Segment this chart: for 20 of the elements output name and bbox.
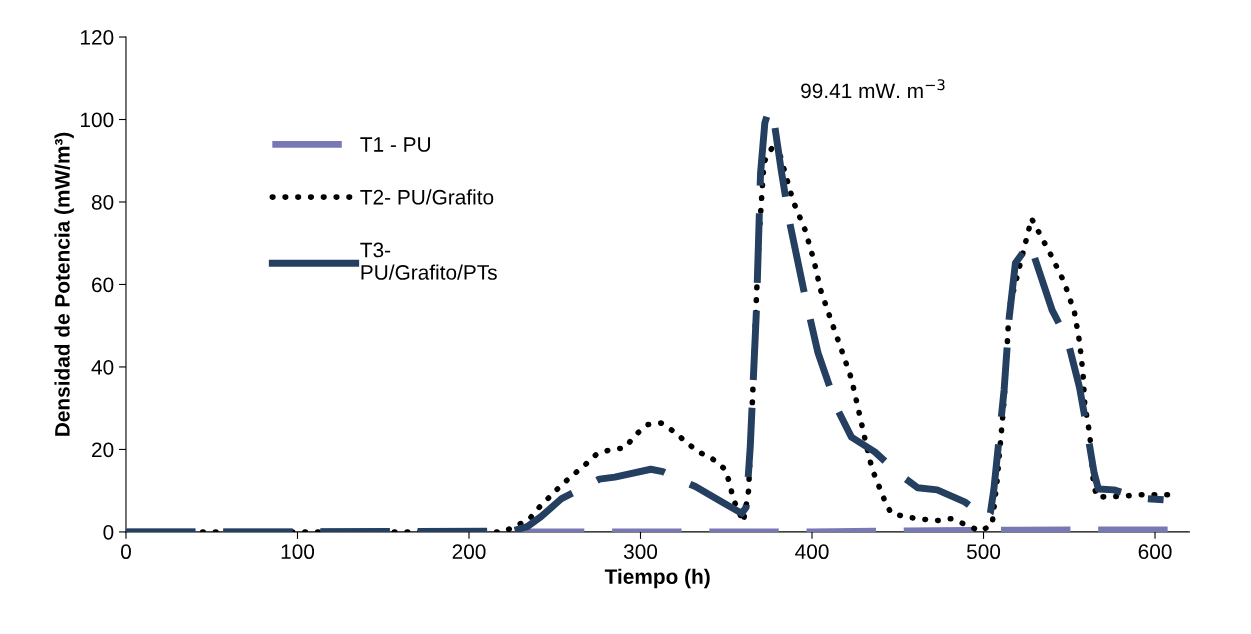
x-tick-label: 500 bbox=[966, 544, 1001, 560]
x-tick-label: 300 bbox=[623, 544, 658, 560]
annotation: 99.41 mW. m$^{−3}$ bbox=[801, 79, 945, 99]
legend-label: T1 - PU bbox=[360, 137, 430, 152]
y-tick-label: 0 bbox=[103, 524, 114, 540]
y-tick-label: 20 bbox=[92, 442, 114, 458]
x-tick-label: 100 bbox=[281, 544, 315, 560]
legend-label: T2- PU/Grafito bbox=[360, 189, 494, 205]
y-tick-label: 60 bbox=[92, 277, 114, 293]
y-axis-title: Densidad de Potencia (mW/m³) bbox=[54, 132, 74, 436]
legend-label: T3- PU/Grafito/PTs bbox=[360, 242, 497, 280]
y-tick-label: 100 bbox=[81, 112, 114, 128]
x-axis-title: Tiempo (h) bbox=[604, 568, 710, 589]
x-tick-label: 400 bbox=[795, 544, 829, 560]
x-tick-label: 0 bbox=[121, 544, 131, 560]
y-tick-label: 80 bbox=[91, 194, 114, 210]
x-tick-label: 600 bbox=[1138, 544, 1172, 560]
y-tick-label: 40 bbox=[91, 359, 114, 375]
x-tick-label: 200 bbox=[452, 544, 486, 560]
y-tick-label: 120 bbox=[81, 30, 114, 45]
